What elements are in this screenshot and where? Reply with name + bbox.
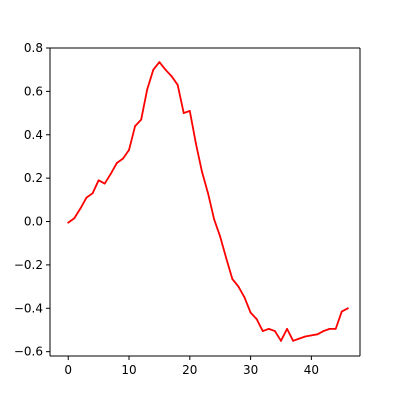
data-point: [158, 61, 161, 63]
data-point: [213, 218, 216, 221]
data-point: [280, 339, 282, 342]
data-point: [316, 333, 319, 336]
x-tick-label: 0: [64, 363, 72, 377]
data-point: [274, 330, 276, 332]
data-point: [231, 278, 234, 280]
data-point: [219, 235, 222, 238]
data-point: [201, 170, 203, 173]
data-point: [140, 118, 143, 121]
data-point: [67, 221, 70, 224]
data-point: [79, 207, 82, 210]
data-point: [346, 307, 349, 310]
data-point: [170, 75, 173, 78]
x-tick-label: 10: [121, 363, 136, 377]
data-point: [73, 217, 76, 220]
data-point: [267, 327, 270, 330]
data-point: [146, 88, 149, 91]
data-point: [225, 257, 228, 260]
data-point: [298, 337, 301, 340]
data-point: [91, 192, 94, 195]
y-tick-label: 0.6: [24, 84, 43, 98]
data-point: [85, 196, 88, 199]
data-point: [328, 327, 331, 330]
data-point: [334, 327, 337, 330]
data-point: [249, 311, 252, 314]
y-tick-label: 0.4: [24, 128, 43, 142]
data-point: [261, 330, 264, 332]
y-tick-label: 0.8: [24, 41, 43, 55]
plot-area: [50, 48, 360, 356]
x-tick-label: 40: [304, 363, 319, 377]
y-tick-label: −0.4: [14, 301, 43, 315]
data-point: [164, 68, 167, 71]
data-point: [322, 330, 325, 332]
data-point: [128, 149, 130, 151]
data-point: [103, 182, 106, 185]
data-point: [115, 162, 118, 164]
y-tick-label: 0.2: [24, 171, 43, 185]
data-point: [109, 172, 112, 175]
x-tick-label: 20: [182, 363, 197, 377]
data-point: [340, 310, 343, 313]
data-point: [134, 125, 136, 127]
data-point: [237, 285, 240, 288]
ticks-layer: 0 10 20 30 40 −0.6 −0.4 −0.2 0.0 0.2 0.4 0.6 0.8: [14, 41, 319, 377]
axes-frame: [49, 47, 361, 357]
y-tick-label: −0.2: [14, 258, 43, 272]
data-point: [243, 296, 246, 299]
y-tick-label: 0.0: [24, 215, 43, 229]
data-point: [182, 112, 185, 114]
series-layer: [67, 61, 349, 342]
x-tick-label: 30: [243, 363, 258, 377]
data-point: [97, 179, 100, 182]
data-point: [194, 142, 197, 145]
data-point: [292, 339, 295, 342]
data-point: [188, 110, 191, 112]
y-tick-label: −0.6: [14, 345, 43, 359]
data-point: [207, 192, 209, 195]
data-point: [255, 318, 258, 321]
data-point: [152, 68, 155, 71]
data-point: [286, 327, 288, 330]
data-point: [176, 83, 179, 86]
data-point: [122, 157, 124, 160]
data-point: [310, 334, 313, 337]
data-point: [304, 335, 307, 338]
